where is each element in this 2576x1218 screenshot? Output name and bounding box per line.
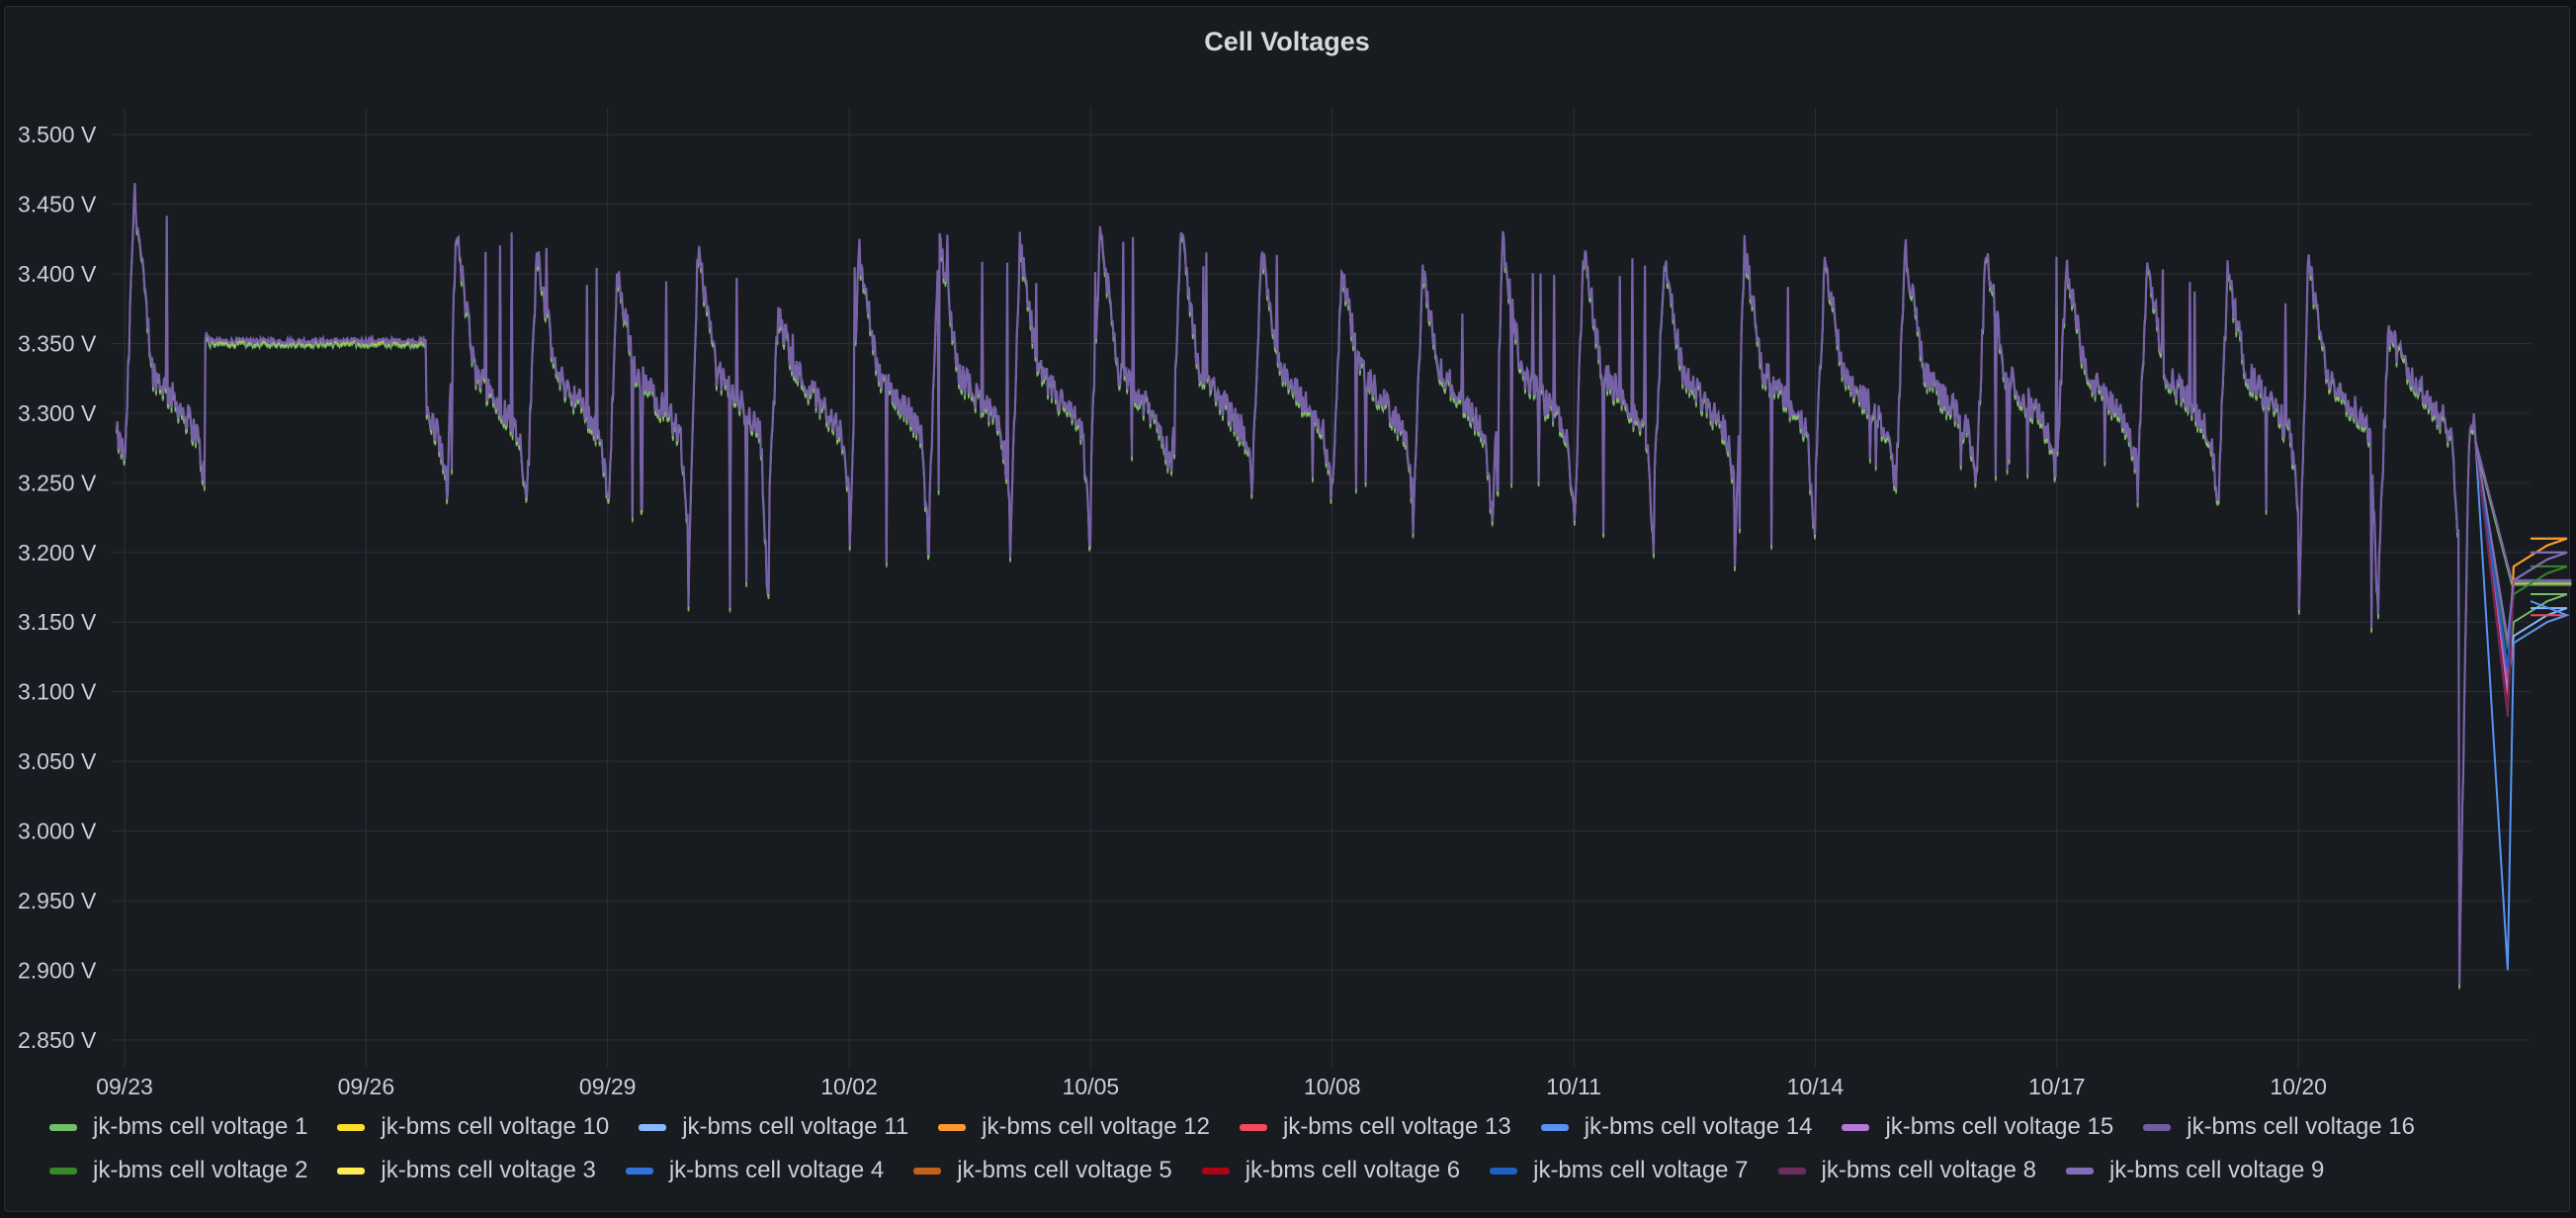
legend-label: jk-bms cell voltage 1 [93, 1113, 308, 1140]
legend-label: jk-bms cell voltage 15 [1885, 1113, 2114, 1140]
x-tick-label: 10/08 [1304, 1074, 1361, 1099]
y-tick-label: 2.850 V [18, 1027, 97, 1053]
legend-label: jk-bms cell voltage 13 [1282, 1113, 1511, 1140]
y-tick-label: 3.000 V [18, 819, 97, 844]
legend-item[interactable]: jk-bms cell voltage 16 [2143, 1113, 2415, 1141]
legend-item[interactable]: jk-bms cell voltage 13 [1239, 1113, 1511, 1141]
legend-item[interactable]: jk-bms cell voltage 6 [1201, 1157, 1461, 1184]
legend-swatch [913, 1167, 942, 1174]
legend-item[interactable]: jk-bms cell voltage 5 [913, 1157, 1172, 1184]
x-tick-label: 09/29 [579, 1074, 637, 1099]
legend-label: jk-bms cell voltage 2 [93, 1157, 308, 1183]
legend-swatch [1490, 1167, 1518, 1174]
y-tick-label: 3.200 V [18, 540, 97, 566]
x-tick-label: 09/23 [96, 1074, 153, 1099]
series-line [2474, 441, 2570, 971]
legend-label: jk-bms cell voltage 10 [381, 1113, 610, 1140]
legend-swatch [1777, 1167, 1806, 1174]
x-tick-label: 10/14 [1787, 1074, 1845, 1099]
x-tick-label: 10/20 [2270, 1074, 2327, 1099]
y-tick-label: 3.350 V [18, 330, 97, 356]
legend-item[interactable]: jk-bms cell voltage 4 [625, 1157, 885, 1184]
legend-item[interactable]: jk-bms cell voltage 14 [1540, 1113, 1813, 1141]
panel-title[interactable]: Cell Voltages [1204, 27, 1370, 56]
legend-swatch [2143, 1123, 2172, 1131]
legend-label: jk-bms cell voltage 3 [381, 1157, 596, 1183]
legend-label: jk-bms cell voltage 11 [682, 1113, 909, 1140]
y-tick-label: 3.150 V [18, 609, 97, 635]
legend-item[interactable]: jk-bms cell voltage 11 [639, 1113, 908, 1141]
y-tick-label: 3.450 V [18, 192, 97, 218]
y-tick-label: 3.250 V [18, 470, 97, 495]
y-tick-label: 2.950 V [18, 888, 97, 914]
legend-swatch [1239, 1123, 1267, 1131]
legend-swatch [337, 1123, 366, 1131]
legend-label: jk-bms cell voltage 6 [1245, 1157, 1461, 1183]
chart-panel: Cell Voltages [4, 6, 2570, 1212]
legend-row: jk-bms cell voltage 1 jk-bms cell voltage… [49, 1105, 2540, 1149]
legend-item[interactable]: jk-bms cell voltage 7 [1490, 1157, 1749, 1184]
legend-item[interactable]: jk-bms cell voltage 10 [337, 1113, 609, 1141]
legend-label: jk-bms cell voltage 16 [2187, 1113, 2415, 1140]
y-tick-label: 3.300 V [18, 400, 97, 426]
legend-item[interactable]: jk-bms cell voltage 15 [1842, 1113, 2113, 1141]
legend-label: jk-bms cell voltage 4 [668, 1157, 885, 1183]
legend-label: jk-bms cell voltage 14 [1584, 1113, 1813, 1140]
x-tick-label: 10/11 [1546, 1074, 1601, 1099]
legend-item[interactable]: jk-bms cell voltage 1 [49, 1113, 307, 1141]
legend-item[interactable]: jk-bms cell voltage 9 [2065, 1157, 2325, 1184]
legend-swatch [2065, 1167, 2094, 1174]
legend-swatch [1842, 1123, 1870, 1131]
y-tick-label: 3.500 V [18, 122, 97, 147]
legend-label: jk-bms cell voltage 9 [2108, 1157, 2325, 1183]
chart-legend: jk-bms cell voltage 1 jk-bms cell voltage… [49, 1105, 2540, 1192]
legend-swatch [49, 1123, 77, 1131]
series-group [115, 183, 2572, 990]
legend-label: jk-bms cell voltage 7 [1533, 1157, 1749, 1183]
legend-swatch [49, 1167, 77, 1174]
x-tick-label: 10/02 [820, 1074, 878, 1099]
x-tick-label: 10/05 [1063, 1074, 1120, 1099]
grid-lines [111, 107, 2531, 1068]
y-tick-label: 2.900 V [18, 957, 97, 983]
legend-item[interactable]: jk-bms cell voltage 8 [1777, 1157, 2036, 1184]
legend-item[interactable]: jk-bms cell voltage 12 [938, 1113, 1210, 1141]
legend-swatch [337, 1167, 366, 1174]
legend-label: jk-bms cell voltage 8 [1821, 1157, 2036, 1183]
legend-label: jk-bms cell voltage 12 [982, 1113, 1210, 1140]
legend-swatch [639, 1123, 667, 1131]
y-tick-label: 3.050 V [18, 748, 97, 774]
legend-swatch [1201, 1167, 1230, 1174]
legend-label: jk-bms cell voltage 5 [957, 1157, 1172, 1183]
legend-swatch [938, 1123, 967, 1131]
x-tick-label: 09/26 [338, 1074, 395, 1099]
legend-swatch [625, 1167, 653, 1174]
series-line [2474, 440, 2568, 641]
legend-swatch [1540, 1123, 1569, 1131]
y-tick-label: 3.400 V [18, 261, 97, 287]
y-tick-label: 3.100 V [18, 679, 97, 705]
legend-item[interactable]: jk-bms cell voltage 3 [337, 1157, 596, 1184]
legend-item[interactable]: jk-bms cell voltage 2 [49, 1157, 307, 1184]
legend-row: jk-bms cell voltage 2 jk-bms cell voltage… [49, 1149, 2540, 1192]
x-tick-label: 10/17 [2028, 1074, 2086, 1099]
series-line [115, 183, 2572, 985]
